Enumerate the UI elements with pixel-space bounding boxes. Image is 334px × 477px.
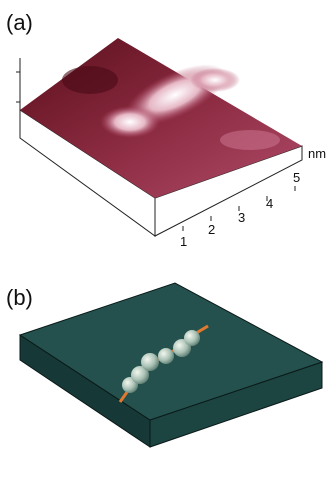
tick-label: 5: [293, 170, 300, 185]
highlight: [100, 106, 160, 138]
shadow: [62, 66, 118, 94]
tick-label: 3: [238, 210, 245, 225]
tick-label: 4: [266, 196, 273, 211]
tick-label: 2: [208, 222, 215, 237]
figure: (a) 1 2 3 4 5 nm (b): [0, 0, 334, 477]
highlight: [190, 68, 240, 92]
axis-unit: nm: [308, 146, 326, 161]
page: (a) 1 2 3 4 5 nm (b) (() => { const data…: [0, 0, 334, 477]
tick-label: 1: [180, 234, 187, 249]
panel-label: (b): [6, 285, 33, 310]
shade: [220, 130, 280, 150]
panel-label: (a): [6, 10, 33, 35]
